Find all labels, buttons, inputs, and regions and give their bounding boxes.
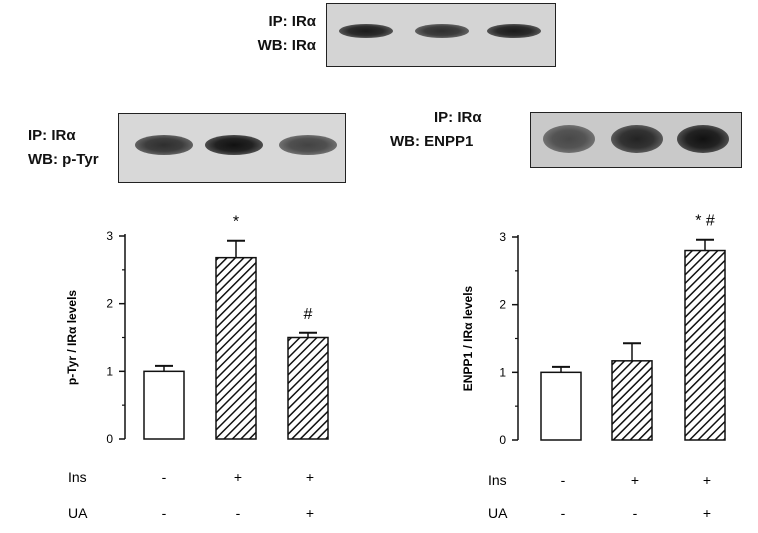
top-blot-band-1 (339, 24, 393, 38)
enpp1-condition-label: UA (488, 505, 508, 521)
right-blot-ip-label: IP: IRα (434, 109, 482, 126)
enpp1-significance-mark: * # (695, 213, 715, 230)
right-blot-image (530, 112, 742, 168)
enpp1-condition-label: Ins (488, 472, 507, 488)
top-blot-band-3 (487, 24, 541, 38)
enpp1-y-axis-label: ENPP1 / IRα levels (461, 285, 475, 391)
enpp1-condition-value: - (633, 505, 638, 521)
top-blot-image (326, 3, 556, 67)
right-blot-band-1 (543, 125, 595, 153)
top-blot-band-2 (415, 24, 469, 38)
left-blot-labels: IP: IRα WB: p-Tyr (28, 124, 99, 172)
ptyr-y-axis-label: p-Tyr / IRα levels (65, 290, 79, 386)
ptyr-bar-2 (215, 256, 257, 440)
ptyr-y-tick-label: 3 (106, 229, 113, 243)
right-blot-labels: IP: IRα WB: ENPP1 (386, 106, 482, 154)
left-blot-band-1 (135, 135, 193, 155)
ptyr-y-tick-label: 0 (106, 432, 113, 446)
left-blot-band-3 (279, 135, 337, 155)
ptyr-condition-value: - (162, 505, 167, 521)
enpp1-bar-1 (540, 371, 582, 441)
ptyr-y-tick-label: 1 (106, 364, 113, 378)
enpp1-condition-value: + (631, 472, 639, 488)
ptyr-condition-label: UA (68, 505, 88, 521)
ptyr-condition-label: Ins (68, 469, 87, 485)
ptyr-bar-1 (143, 370, 185, 440)
left-blot-band-2 (205, 135, 263, 155)
enpp1-bar-2 (611, 360, 653, 441)
top-blot-labels: IP: IRα WB: IRα (228, 10, 316, 58)
ptyr-condition-value: - (162, 469, 167, 485)
left-blot-image (118, 113, 346, 183)
ptyr-significance-mark: * (233, 214, 239, 231)
ptyr-condition-value: + (306, 505, 314, 521)
enpp1-y-tick-label: 2 (499, 298, 506, 312)
ptyr-condition-value: - (236, 505, 241, 521)
right-blot-band-3 (677, 125, 729, 153)
enpp1-y-tick-label: 0 (499, 433, 506, 447)
left-blot-ip-label: IP: IRα (28, 127, 76, 144)
enpp1-bar-3 (684, 249, 726, 441)
left-blot-wb-label: WB: p-Tyr (28, 151, 99, 168)
enpp1-condition-value: + (703, 472, 711, 488)
right-blot-band-2 (611, 125, 663, 153)
enpp1-condition-value: - (561, 505, 566, 521)
enpp1-condition-value: + (703, 505, 711, 521)
enpp1-y-tick-label: 3 (499, 230, 506, 244)
enpp1-condition-value: - (561, 472, 566, 488)
right-blot-wb-label: WB: ENPP1 (390, 133, 474, 150)
top-blot-ip-label: IP: IRα (268, 13, 316, 30)
ptyr-condition-value: + (306, 469, 314, 485)
ptyr-y-tick-label: 2 (106, 297, 113, 311)
ptyr-bar-3 (287, 336, 329, 440)
enpp1-y-tick-label: 1 (499, 365, 506, 379)
top-blot-wb-label: WB: IRα (257, 37, 316, 54)
ptyr-condition-value: + (234, 469, 242, 485)
ptyr-significance-mark: # (304, 306, 313, 323)
